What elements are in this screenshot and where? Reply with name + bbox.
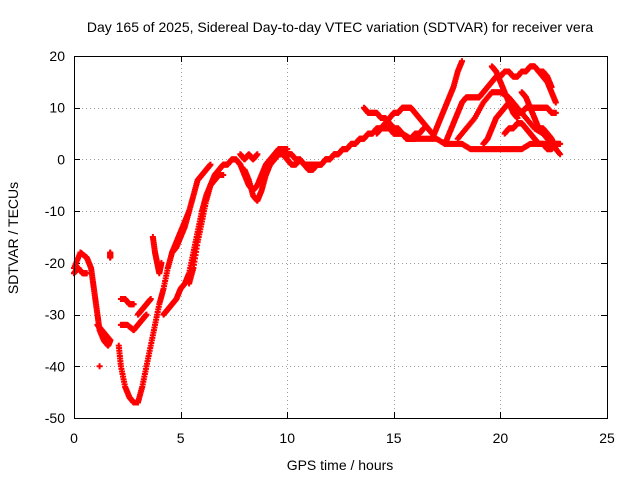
data-point-marker — [552, 109, 559, 116]
data-point-marker — [147, 296, 154, 303]
series-arc-27 — [535, 68, 559, 106]
x-tick-label: 5 — [177, 430, 185, 446]
x-tick-label: 10 — [279, 430, 295, 446]
data-point-marker — [254, 151, 261, 158]
series-arc-7 — [117, 311, 150, 334]
data-point-marker — [186, 208, 193, 215]
y-tick-label: -50 — [45, 410, 65, 426]
y-tick-label: -40 — [45, 358, 65, 374]
series-arc-13 — [186, 146, 291, 287]
chart-title: Day 165 of 2025, Sidereal Day-to-day VTE… — [87, 19, 593, 35]
y-tick-label: 10 — [49, 100, 65, 116]
x-tick-label: 25 — [599, 430, 615, 446]
data-point-marker — [220, 171, 227, 178]
y-tick-label: -30 — [45, 307, 65, 323]
series-arc-8 — [117, 296, 137, 308]
data-point-marker — [130, 301, 137, 308]
series-arc-15 — [237, 151, 261, 163]
data-point-marker — [557, 140, 564, 147]
data-point-marker — [107, 254, 114, 261]
series-arc-26 — [518, 89, 559, 153]
y-tick-label: -10 — [45, 203, 65, 219]
x-tick-labels: 0 5 10 15 20 25 — [70, 430, 615, 446]
x-tick-label: 15 — [386, 430, 402, 446]
series-arc-6 — [115, 161, 214, 406]
series-arc-20 — [429, 58, 466, 142]
data-point-marker — [158, 259, 165, 266]
data-point-marker — [552, 99, 559, 106]
series-arc-4 — [96, 363, 103, 370]
series-arc-23 — [480, 99, 559, 147]
data-point-marker — [83, 270, 90, 277]
data-point-marker — [107, 337, 114, 344]
y-axis-title: SDTVAR / TECUs — [5, 182, 21, 294]
data-points — [71, 58, 564, 406]
series-arc-5 — [107, 249, 114, 261]
series-arc-12 — [169, 208, 193, 256]
data-point-marker — [557, 151, 564, 158]
x-tick-label: 20 — [493, 430, 509, 446]
x-tick-label: 0 — [70, 430, 78, 446]
y-tick-label: 0 — [57, 151, 65, 167]
data-point-marker — [552, 146, 559, 153]
series-arc-9 — [134, 296, 154, 318]
data-point-marker — [96, 363, 103, 370]
series-arc-3 — [94, 321, 114, 344]
series-arc-10 — [149, 234, 165, 277]
x-axis-title: GPS time / hours — [287, 457, 394, 473]
y-tick-label: 20 — [49, 48, 65, 64]
plot-frame — [74, 56, 608, 419]
y-tick-label: -20 — [45, 255, 65, 271]
data-point-marker — [143, 311, 150, 318]
y-tick-labels: -50 -40 -30 -20 -10 0 10 20 — [45, 48, 65, 426]
series-arc-18 — [373, 104, 436, 137]
data-point-marker — [459, 58, 466, 65]
series-arc-24 — [488, 63, 521, 122]
data-point-marker — [207, 161, 214, 168]
data-point-marker — [514, 115, 521, 122]
